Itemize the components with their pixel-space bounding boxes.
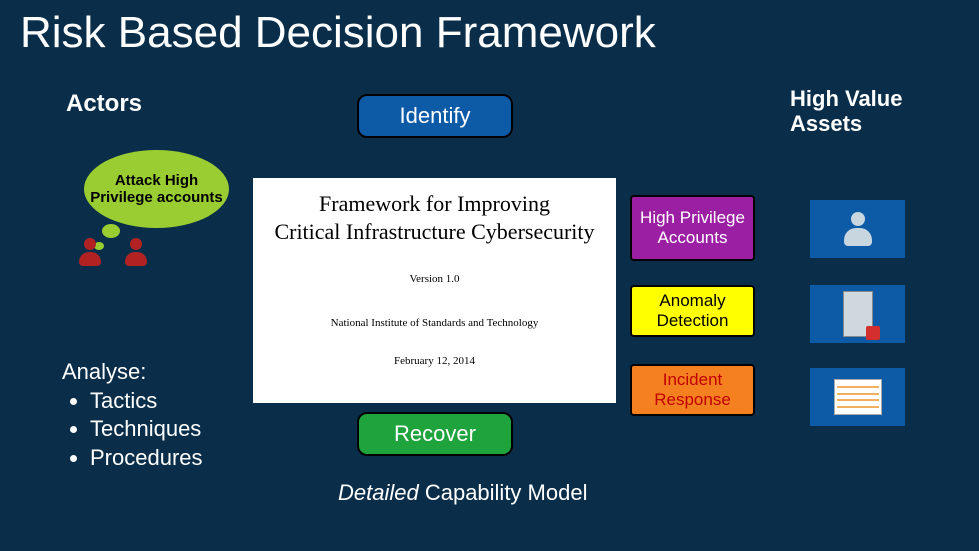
analyse-item: Techniques [90,415,203,444]
thought-text: Attack High Privilege accounts [84,172,229,207]
person-icon [841,212,875,246]
actor-icons [76,238,150,271]
person-icon [76,238,104,266]
recover-pill: Recover [357,412,513,456]
anomaly-label: Anomaly Detection [634,291,751,330]
incident-label: Incident Response [634,370,751,409]
nist-org: National Institute of Standards and Tech… [253,317,616,329]
page-title: Risk Based Decision Framework [20,8,656,58]
hpa-label: High Privilege Accounts [634,208,751,247]
thought-bubble: Attack High Privilege accounts [84,150,229,228]
nist-document: Framework for Improving Critical Infrast… [253,178,616,403]
server-icon [843,291,873,337]
nist-title: Framework for Improving Critical Infrast… [253,190,616,245]
caption-rest: Capability Model [419,480,588,505]
nist-version: Version 1.0 [253,273,616,285]
hpa-box: High Privilege Accounts [630,195,755,261]
analyse-list: Tactics Techniques Procedures [90,387,203,473]
hva-tile-person [810,200,905,258]
caption-italic: Detailed [338,480,419,505]
analyse-item: Procedures [90,444,203,473]
spreadsheet-icon [834,379,882,415]
person-icon [122,238,150,266]
hva-tile-server [810,285,905,343]
identify-pill: Identify [357,94,513,138]
hva-tile-sheet [810,368,905,426]
actors-heading: Actors [66,90,142,118]
nist-date: February 12, 2014 [253,355,616,367]
analyse-item: Tactics [90,387,203,416]
analyse-heading: Analyse: [62,358,203,387]
recover-label: Recover [394,421,476,447]
capability-caption: Detailed Capability Model [338,480,587,506]
hva-heading: High Value Assets [790,86,979,137]
analyse-block: Analyse: Tactics Techniques Procedures [62,358,203,472]
incident-box: Incident Response [630,364,755,416]
anomaly-box: Anomaly Detection [630,285,755,337]
identify-label: Identify [400,103,471,129]
